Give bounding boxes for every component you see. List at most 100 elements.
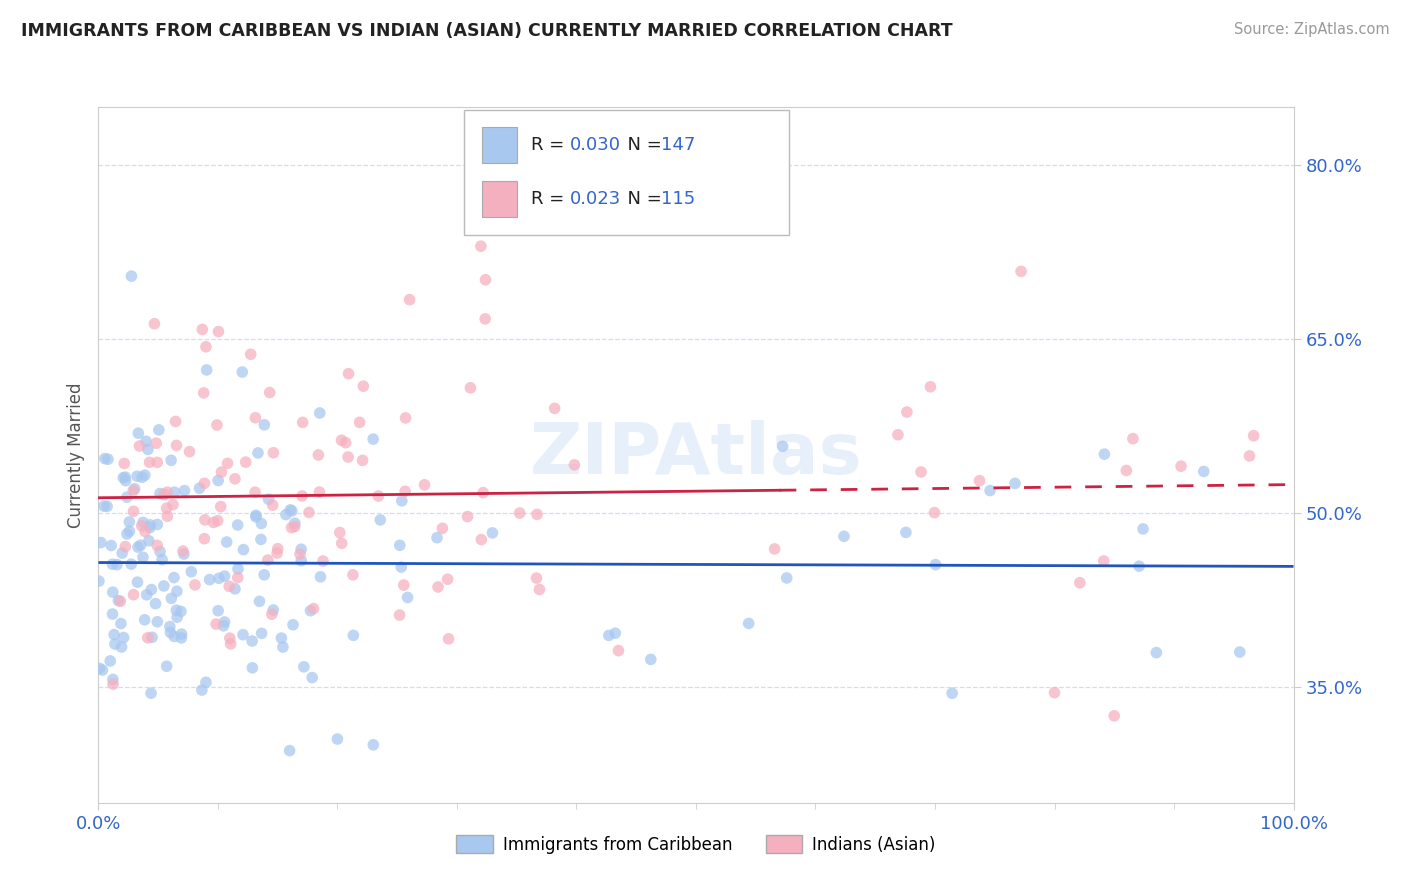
- Point: [103, 627, 125, 641]
- Point: [120, 557, 142, 571]
- Point: [274, 508, 297, 522]
- Point: [127, 575, 149, 590]
- Point: [239, 347, 262, 361]
- Text: 0.030: 0.030: [569, 136, 620, 154]
- Point: [969, 474, 991, 488]
- Point: [437, 632, 460, 646]
- Point: [564, 458, 586, 472]
- Point: [363, 738, 385, 752]
- Point: [156, 501, 179, 516]
- Point: [166, 438, 188, 452]
- Point: [87, 574, 110, 588]
- Point: [1115, 463, 1137, 477]
- Point: [163, 485, 186, 500]
- Point: [112, 457, 135, 471]
- Point: [262, 498, 284, 512]
- Point: [101, 673, 124, 687]
- Point: [208, 571, 231, 585]
- Point: [172, 544, 194, 558]
- Point: [180, 565, 202, 579]
- Point: [242, 661, 264, 675]
- Point: [342, 628, 364, 642]
- Point: [94, 451, 117, 466]
- Point: [146, 615, 169, 629]
- Point: [219, 637, 242, 651]
- Point: [1004, 476, 1026, 491]
- Point: [224, 472, 246, 486]
- Point: [218, 579, 240, 593]
- Point: [481, 525, 503, 540]
- Text: 115: 115: [661, 190, 695, 208]
- Point: [149, 544, 172, 558]
- Point: [1170, 459, 1192, 474]
- Point: [941, 686, 963, 700]
- Point: [173, 483, 195, 498]
- Point: [427, 580, 450, 594]
- Point: [139, 686, 162, 700]
- Point: [280, 503, 302, 517]
- Text: N =: N =: [616, 136, 668, 154]
- Point: [162, 498, 184, 512]
- Point: [302, 601, 325, 615]
- Point: [326, 731, 349, 746]
- Point: [398, 293, 420, 307]
- Point: [136, 442, 159, 457]
- Point: [772, 439, 794, 453]
- Point: [250, 533, 273, 547]
- Point: [368, 513, 391, 527]
- Point: [215, 535, 238, 549]
- Point: [243, 485, 266, 500]
- Point: [139, 517, 162, 532]
- Point: [166, 610, 188, 624]
- Point: [156, 659, 179, 673]
- Point: [391, 493, 413, 508]
- Point: [432, 521, 454, 535]
- Point: [259, 385, 281, 400]
- Point: [1092, 554, 1115, 568]
- Point: [110, 640, 132, 654]
- Text: Source: ZipAtlas.com: Source: ZipAtlas.com: [1233, 22, 1389, 37]
- Point: [1229, 645, 1251, 659]
- Point: [122, 483, 145, 498]
- Point: [124, 482, 146, 496]
- Point: [127, 426, 149, 441]
- Point: [266, 546, 288, 560]
- Point: [89, 661, 111, 675]
- Point: [163, 630, 186, 644]
- Point: [134, 613, 156, 627]
- Point: [1132, 522, 1154, 536]
- Point: [1010, 264, 1032, 278]
- Legend: Immigrants from Caribbean, Indians (Asian): Immigrants from Caribbean, Indians (Asia…: [450, 829, 942, 861]
- Text: R =: R =: [531, 190, 571, 208]
- Point: [389, 560, 412, 574]
- Point: [426, 531, 449, 545]
- Point: [543, 401, 565, 416]
- Point: [1239, 449, 1261, 463]
- Point: [193, 532, 215, 546]
- Point: [207, 325, 229, 339]
- Point: [194, 675, 217, 690]
- Point: [173, 547, 195, 561]
- Point: [292, 660, 315, 674]
- Point: [312, 554, 335, 568]
- Point: [235, 455, 257, 469]
- Point: [163, 571, 186, 585]
- Point: [127, 469, 149, 483]
- Point: [330, 536, 353, 550]
- Point: [115, 527, 138, 541]
- Point: [138, 455, 160, 469]
- Point: [114, 540, 136, 554]
- Point: [159, 625, 181, 640]
- Point: [240, 634, 263, 648]
- Point: [131, 470, 153, 484]
- Point: [457, 509, 479, 524]
- Point: [329, 525, 352, 540]
- Point: [291, 416, 314, 430]
- Point: [262, 603, 284, 617]
- Point: [194, 340, 217, 354]
- Point: [288, 547, 311, 561]
- Point: [91, 663, 114, 677]
- Point: [249, 594, 271, 608]
- Point: [134, 468, 156, 483]
- Point: [101, 677, 124, 691]
